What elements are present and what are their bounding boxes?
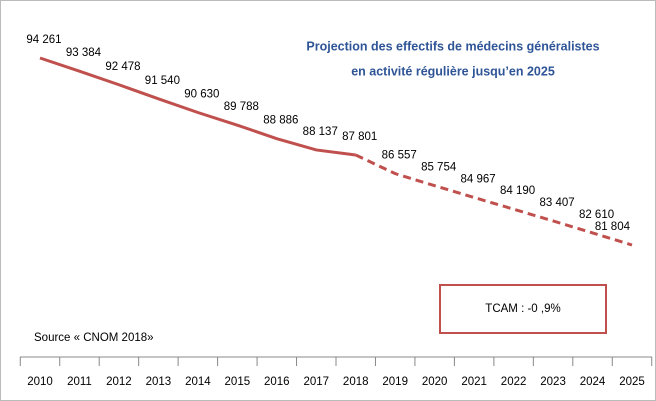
- x-tick-label: 2019: [382, 376, 408, 388]
- x-tick-label: 2017: [303, 376, 329, 388]
- data-label: 88 137: [303, 126, 338, 138]
- x-tick-label: 2023: [540, 376, 566, 388]
- x-tick-label: 2018: [343, 376, 369, 388]
- line-actual: [39, 56, 356, 157]
- x-tick-label: 2024: [580, 376, 606, 388]
- x-tick-label: 2014: [185, 376, 211, 388]
- line-projection: [355, 153, 633, 247]
- annotation: TCAM : -0 ,9%: [485, 303, 560, 315]
- x-tick-label: 2015: [225, 376, 251, 388]
- data-label: 81 804: [595, 221, 631, 233]
- x-tick-label: 2013: [146, 376, 172, 388]
- data-label: 83 407: [539, 197, 574, 209]
- x-tick-label: 2011: [67, 376, 92, 388]
- data-label: 85 754: [421, 162, 457, 174]
- x-tick-label: 2016: [264, 376, 290, 388]
- chart-title: Projection des effectifs de médecins gén…: [306, 39, 599, 53]
- x-tick-label: 2020: [422, 376, 448, 388]
- data-label: 84 190: [500, 185, 535, 197]
- data-label: 87 801: [342, 131, 377, 143]
- data-label: 92 478: [105, 61, 140, 73]
- x-tick-label: 2010: [27, 376, 53, 388]
- data-label: 86 557: [382, 150, 417, 162]
- data-label: 88 886: [263, 115, 298, 127]
- x-tick-label: 2025: [619, 376, 645, 388]
- data-label: 89 788: [224, 101, 259, 113]
- data-label: 82 610: [579, 209, 614, 221]
- data-label: 90 630: [184, 89, 219, 101]
- data-label: 84 967: [461, 174, 496, 186]
- data-label: 93 384: [66, 47, 102, 59]
- x-tick-label: 2022: [501, 376, 527, 388]
- x-tick-label: 2021: [461, 376, 487, 388]
- chart-title: en activité régulière jusqu’en 2025: [351, 64, 555, 78]
- data-label: 94 261: [26, 34, 61, 46]
- annotation-box: [439, 284, 607, 334]
- x-tick-label: 2012: [106, 376, 132, 388]
- source: Source « CNOM 2018»: [34, 332, 154, 344]
- data-label: 91 540: [145, 75, 180, 87]
